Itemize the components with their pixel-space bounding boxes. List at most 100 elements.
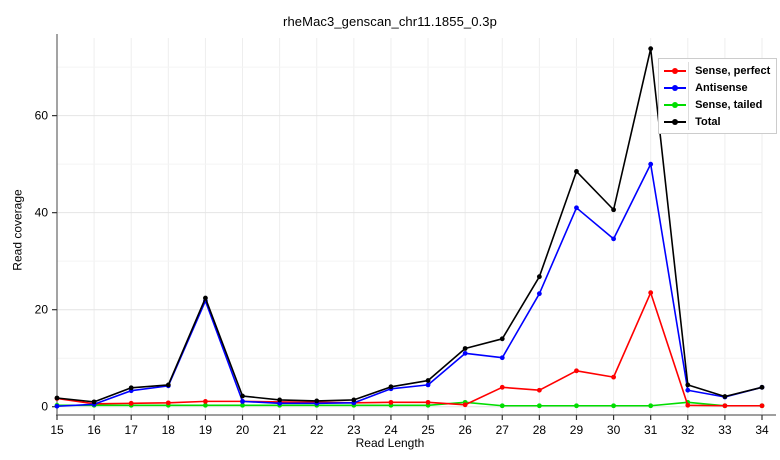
- x-tick-label: 31: [644, 423, 658, 437]
- data-point: [203, 398, 208, 404]
- data-point: [425, 399, 431, 405]
- data-point: [54, 403, 60, 409]
- data-point: [574, 169, 579, 174]
- legend-key-icon: [662, 113, 690, 130]
- data-point: [240, 402, 245, 408]
- y-tick-label: 0: [41, 400, 48, 414]
- x-tick-label: 20: [236, 423, 250, 437]
- data-point: [611, 207, 616, 213]
- data-point: [536, 403, 542, 409]
- data-point: [536, 274, 542, 280]
- data-point: [574, 368, 579, 374]
- data-point: [685, 402, 691, 408]
- data-point: [388, 399, 394, 405]
- data-point: [759, 403, 765, 409]
- data-point: [462, 346, 468, 351]
- data-point: [203, 402, 208, 408]
- x-tick-label: 30: [607, 423, 621, 437]
- legend-label: Sense, perfect: [695, 64, 771, 77]
- axes: [52, 34, 776, 420]
- data-point: [759, 384, 765, 390]
- legend-item: Sense, tailed: [662, 96, 770, 113]
- series-line: [56, 163, 763, 408]
- series-line: [56, 291, 762, 407]
- data-point: [574, 403, 579, 409]
- x-tick-label: 33: [718, 423, 732, 437]
- data-point: [165, 382, 171, 388]
- legend-label: Sense, tailed: [695, 98, 763, 111]
- gridlines: [56, 38, 763, 414]
- data-point: [425, 378, 431, 383]
- data-point: [128, 400, 134, 406]
- legend-key-icon: [662, 79, 690, 96]
- x-tick-label: 23: [347, 423, 361, 437]
- data-point: [722, 403, 728, 409]
- x-axis-title: Read Length: [355, 436, 425, 450]
- data-point: [462, 402, 468, 408]
- x-tick-label: 22: [310, 423, 324, 437]
- data-point: [611, 374, 616, 380]
- data-point: [685, 387, 691, 393]
- y-tick-label: 20: [35, 303, 49, 317]
- data-point: [54, 395, 60, 401]
- data-point: [536, 387, 542, 393]
- x-tick-label: 15: [50, 423, 64, 437]
- x-tick-label: 28: [533, 423, 547, 437]
- data-point: [277, 397, 283, 403]
- legend-dot-icon: [672, 84, 679, 91]
- legend-label: Antisense: [695, 81, 748, 94]
- series-line: [57, 401, 762, 407]
- data-point: [611, 403, 616, 409]
- data-point: [203, 295, 208, 301]
- legend-key-icon: [662, 96, 690, 113]
- data-point: [388, 384, 394, 390]
- data-point: [91, 399, 97, 405]
- legend-item: Total: [662, 113, 770, 130]
- data-point: [685, 382, 691, 388]
- x-tick-label: 25: [421, 423, 435, 437]
- x-tick-label: 19: [199, 423, 213, 437]
- chart-title: rheMac3_genscan_chr11.1855_0.3p: [283, 14, 497, 29]
- data-point: [648, 161, 654, 167]
- data-point: [499, 355, 505, 361]
- x-tick-label: 16: [87, 423, 101, 437]
- data-point: [611, 236, 616, 242]
- y-tick-label: 40: [35, 206, 49, 220]
- data-point: [314, 398, 320, 404]
- legend-label: Total: [695, 115, 721, 128]
- x-tick-label: 24: [384, 423, 398, 437]
- data-point: [128, 385, 134, 391]
- x-tick-label: 34: [755, 423, 769, 437]
- data-point: [462, 350, 468, 356]
- series-line: [56, 47, 763, 403]
- legend-dot-icon: [672, 118, 679, 125]
- data-point: [240, 393, 245, 399]
- x-tick-label: 18: [162, 423, 176, 437]
- data-point: [499, 336, 505, 342]
- data-point: [351, 397, 357, 403]
- x-tick-label: 29: [570, 423, 584, 437]
- data-point: [574, 205, 579, 211]
- x-tick-label: 32: [681, 423, 695, 437]
- data-point: [277, 400, 283, 406]
- legend-dot-icon: [672, 101, 679, 108]
- data-point: [499, 403, 505, 409]
- x-tick-label: 27: [496, 423, 510, 437]
- data-point: [536, 291, 542, 297]
- data-point: [648, 290, 654, 296]
- data-point: [165, 400, 171, 406]
- data-point: [499, 384, 505, 390]
- data-point: [425, 382, 431, 388]
- tick-labels: 0 20 40 60 15 16 17 18 19 20 21 22 23 24 25 26 27 28 29 30 3…: [35, 109, 769, 437]
- x-tick-label: 26: [458, 423, 472, 437]
- x-tick-label: 21: [273, 423, 287, 437]
- y-tick-label: 60: [35, 109, 49, 123]
- data-point: [648, 403, 654, 409]
- data-point: [240, 398, 245, 404]
- chart-legend: Sense, perfect Antisense Sense, tailed Tota…: [658, 58, 778, 134]
- legend-item: Antisense: [662, 79, 770, 96]
- legend-dot-icon: [672, 67, 679, 74]
- legend-item: Sense, perfect: [662, 62, 770, 79]
